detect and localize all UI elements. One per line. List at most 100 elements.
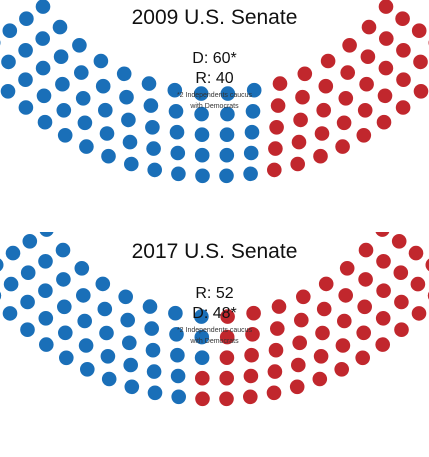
democrat-seat: [20, 265, 36, 280]
republican-seat: [297, 66, 313, 82]
republican-seat: [378, 60, 394, 76]
democrat-seat: [97, 301, 113, 317]
democrat-seat: [142, 299, 158, 314]
republican-seat: [377, 88, 393, 104]
chart-title: 2017 U.S. Senate: [131, 240, 298, 263]
democrat-seat: [116, 66, 132, 82]
democrat-seat: [120, 312, 135, 328]
democrat-seat: [101, 148, 116, 164]
republican-seat: [411, 23, 427, 38]
republican-seat: [320, 53, 336, 69]
democrat-seat: [77, 313, 92, 329]
republican-seat: [294, 312, 309, 328]
democrat-seat: [119, 89, 134, 105]
republican-seat: [268, 141, 283, 156]
republican-seat: [357, 299, 373, 315]
count-line-1: R: 52: [195, 285, 234, 302]
democrat-seat: [169, 124, 185, 140]
democrat-seat: [52, 19, 68, 35]
democrat-seat: [118, 289, 133, 305]
democrat-seat: [168, 305, 183, 321]
republican-seat: [376, 283, 391, 298]
democrat-seat: [93, 53, 109, 69]
republican-seat: [296, 289, 311, 305]
republican-seat: [413, 54, 428, 70]
seat-counts: D: 60* R: 40 *2 Independents caucus with…: [0, 49, 429, 111]
democrat-seat: [38, 283, 53, 298]
democrat-seat: [72, 38, 87, 53]
democrat-seat: [124, 156, 139, 172]
democrat-seat: [53, 49, 69, 64]
democrat-seat: [38, 311, 54, 326]
democrat-seat: [2, 23, 18, 38]
footnote-line-1: *2 Independents caucus: [176, 92, 253, 99]
republican-seat: [318, 78, 334, 94]
republican-seat: [316, 301, 332, 317]
republican-seat: [315, 325, 330, 341]
republican-seat: [396, 43, 411, 58]
republican-seat: [358, 272, 373, 287]
republican-seat: [359, 76, 374, 92]
democrat-seat: [74, 65, 89, 80]
democrat-seat: [22, 234, 38, 249]
chart-2017: 2017 U.S. Senate R: 52 D: 48* *2 Indepen…: [0, 232, 429, 457]
republican-seat: [272, 76, 288, 91]
republican-seat: [375, 337, 391, 352]
republican-seat: [220, 309, 235, 324]
republican-seat: [271, 299, 287, 314]
democrat-seat: [38, 254, 53, 269]
democrat-seat: [219, 127, 235, 142]
republican-seat: [358, 242, 374, 258]
democrat-seat: [194, 147, 210, 163]
democrat-seat: [39, 337, 54, 352]
democrat-seat: [122, 335, 137, 351]
republican-seat: [219, 370, 234, 386]
democrat-seat: [99, 126, 115, 141]
democrat-seat: [35, 60, 51, 76]
democrat-seat: [122, 134, 138, 150]
footnote-line-2: with Democrats: [190, 338, 239, 345]
republican-seat: [246, 305, 261, 321]
republican-seat: [270, 321, 285, 336]
democrat-seat: [79, 139, 94, 154]
democrat-seat: [0, 291, 2, 300]
republican-seat: [413, 84, 429, 99]
republican-seat: [361, 19, 377, 35]
democrat-seat: [0, 258, 4, 272]
democrat-seat: [246, 82, 262, 98]
democrat-seat: [193, 86, 209, 101]
count-line-2: D: 48*: [192, 305, 237, 322]
republican-seat: [411, 306, 427, 321]
republican-seat: [337, 313, 352, 329]
republican-seat: [425, 258, 429, 272]
republican-seat: [313, 349, 329, 364]
democrat-seat: [194, 350, 210, 365]
democrat-seat: [194, 309, 209, 324]
democrat-seat: [0, 40, 1, 46]
democrat-seat: [98, 102, 113, 118]
republican-seat: [318, 276, 334, 292]
democrat-seat: [145, 342, 161, 358]
democrat-seat: [219, 168, 234, 184]
republican-seat: [336, 115, 352, 131]
republican-seat: [219, 329, 235, 345]
chart-title: 2009 U.S. Senate: [131, 6, 298, 29]
democrat-seat: [219, 147, 235, 163]
republican-seat: [291, 357, 306, 373]
democrat-seat: [170, 145, 186, 161]
democrat-seat: [78, 338, 94, 353]
republican-seat: [335, 338, 351, 353]
republican-seat: [375, 311, 391, 326]
democrat-seat: [0, 84, 16, 99]
democrat-seat: [101, 371, 117, 387]
democrat-seat: [20, 294, 35, 310]
republican-seat: [338, 288, 354, 303]
republican-seat: [356, 325, 372, 341]
democrat-seat: [18, 72, 33, 87]
republican-seat: [219, 391, 234, 407]
democrat-seat: [194, 106, 209, 122]
republican-seat: [293, 112, 308, 128]
republican-seat: [312, 371, 328, 387]
republican-seat: [313, 148, 328, 164]
chart-2009: 2009 U.S. Senate D: 60* R: 40 *2 Indepen…: [0, 0, 429, 184]
